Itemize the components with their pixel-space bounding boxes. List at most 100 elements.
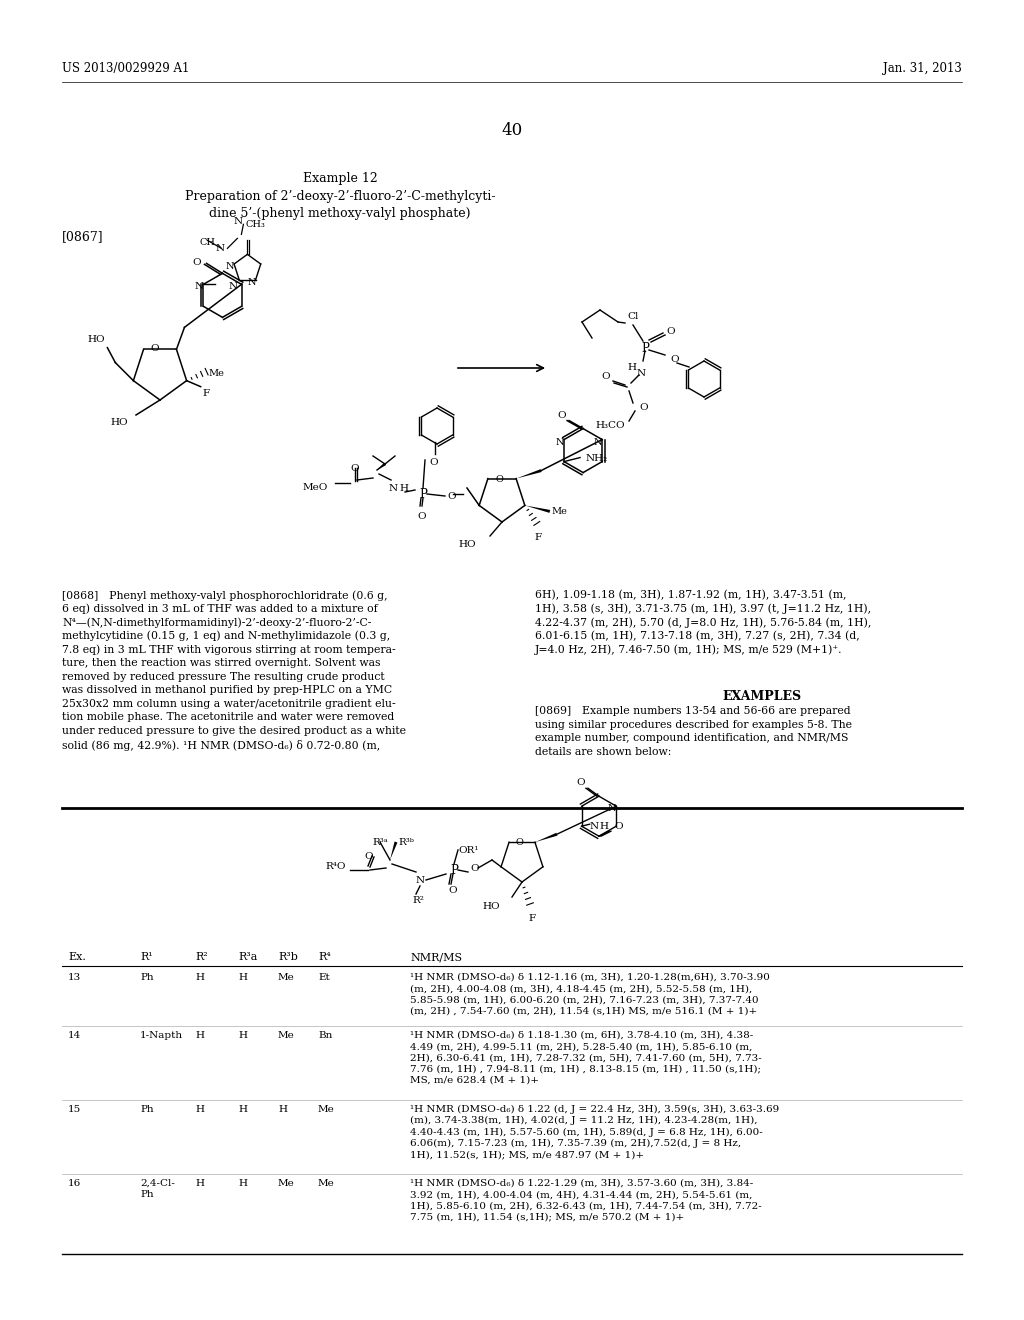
Text: Cl: Cl (627, 312, 638, 321)
Polygon shape (390, 842, 397, 861)
Text: ¹H NMR (DMSO-d₆) δ 1.22 (d, J = 22.4 Hz, 3H), 3.59(s, 3H), 3.63-3.69
(m), 3.74-3: ¹H NMR (DMSO-d₆) δ 1.22 (d, J = 22.4 Hz,… (410, 1105, 779, 1159)
Polygon shape (516, 469, 542, 479)
Text: O: O (447, 492, 456, 502)
Polygon shape (535, 833, 557, 842)
Text: removed by reduced pressure The resulting crude product: removed by reduced pressure The resultin… (62, 672, 385, 681)
Text: H₃CO: H₃CO (595, 421, 625, 430)
Text: N: N (233, 218, 243, 226)
Text: N: N (590, 822, 599, 832)
Text: O: O (470, 865, 478, 873)
Text: O: O (449, 886, 457, 895)
Text: 15: 15 (68, 1105, 81, 1114)
Text: R³ᵃ: R³ᵃ (372, 838, 388, 847)
Text: R³a: R³a (238, 952, 257, 962)
Text: O: O (417, 512, 426, 521)
Text: J=4.0 Hz, 2H), 7.46-7.50 (m, 1H); MS, m/e 529 (M+1)⁺.: J=4.0 Hz, 2H), 7.46-7.50 (m, 1H); MS, m/… (535, 644, 843, 655)
Text: N: N (215, 244, 224, 253)
Text: OR¹: OR¹ (458, 846, 478, 855)
Text: 14: 14 (68, 1031, 81, 1040)
Text: P: P (419, 488, 427, 502)
Text: N: N (608, 804, 616, 813)
Text: Me: Me (278, 1179, 295, 1188)
Text: 13: 13 (68, 973, 81, 982)
Text: 7.8 eq) in 3 mL THF with vigorous stirring at room tempera-: 7.8 eq) in 3 mL THF with vigorous stirri… (62, 644, 395, 655)
Text: ¹H NMR (DMSO-d₆) δ 1.18-1.30 (m, 6H), 3.78-4.10 (m, 3H), 4.38-
4.49 (m, 2H), 4.9: ¹H NMR (DMSO-d₆) δ 1.18-1.30 (m, 6H), 3.… (410, 1031, 762, 1085)
Text: HO: HO (482, 902, 500, 911)
Text: [0869] Example numbers 13-54 and 56-66 are prepared: [0869] Example numbers 13-54 and 56-66 a… (535, 706, 851, 715)
Text: R⁴O: R⁴O (325, 862, 345, 871)
Text: 2,4-Cl-
Ph: 2,4-Cl- Ph (140, 1179, 175, 1199)
Text: O: O (614, 822, 623, 832)
Text: EXAMPLES: EXAMPLES (723, 690, 802, 704)
Text: F: F (528, 913, 536, 923)
Text: R²: R² (412, 896, 424, 906)
Text: O: O (429, 458, 437, 467)
Text: ¹H NMR (DMSO-d₆) δ 1.12-1.16 (m, 3H), 1.20-1.28(m,6H), 3.70-3.90
(m, 2H), 4.00-4: ¹H NMR (DMSO-d₆) δ 1.12-1.16 (m, 3H), 1.… (410, 973, 770, 1015)
Text: O: O (666, 327, 675, 337)
Text: H: H (195, 1179, 204, 1188)
Text: F: F (203, 388, 210, 397)
Text: H: H (195, 1105, 204, 1114)
Text: CH₃: CH₃ (246, 220, 265, 230)
Text: Me: Me (278, 973, 295, 982)
Text: N: N (229, 282, 238, 292)
Text: NH₂: NH₂ (585, 454, 607, 462)
Text: 25x30x2 mm column using a water/acetonitrile gradient elu-: 25x30x2 mm column using a water/acetonit… (62, 698, 395, 709)
Text: N: N (389, 484, 398, 492)
Text: Ph: Ph (140, 1105, 154, 1114)
Polygon shape (377, 463, 386, 470)
Text: [0868] Phenyl methoxy-valyl phosphorochloridrate (0.6 g,: [0868] Phenyl methoxy-valyl phosphorochl… (62, 590, 388, 601)
Text: [0867]: [0867] (62, 230, 103, 243)
Text: 6.01-6.15 (m, 1H), 7.13-7.18 (m, 3H), 7.27 (s, 2H), 7.34 (d,: 6.01-6.15 (m, 1H), 7.13-7.18 (m, 3H), 7.… (535, 631, 860, 642)
Text: ture, then the reaction was stirred overnight. Solvent was: ture, then the reaction was stirred over… (62, 657, 381, 668)
Text: H: H (195, 1031, 204, 1040)
Text: O: O (350, 465, 358, 473)
Text: 6 eq) dissolved in 3 mL of THF was added to a mixture of: 6 eq) dissolved in 3 mL of THF was added… (62, 603, 378, 614)
Text: N⁴—(N,N-dimethylformamidinyl)-2’-deoxy-2’-fluoro-2’-C-: N⁴—(N,N-dimethylformamidinyl)-2’-deoxy-2… (62, 618, 372, 628)
Text: Et: Et (318, 973, 330, 982)
Text: H: H (238, 973, 247, 982)
Text: using similar procedures described for examples 5-8. The: using similar procedures described for e… (535, 719, 852, 730)
Text: R¹: R¹ (140, 952, 153, 962)
Text: NMR/MS: NMR/MS (410, 952, 462, 962)
Text: N: N (248, 277, 256, 286)
Text: N: N (556, 438, 564, 446)
Text: 40: 40 (502, 121, 522, 139)
Text: HO: HO (87, 335, 105, 343)
Text: dine 5’-(phenyl methoxy-valyl phosphate): dine 5’-(phenyl methoxy-valyl phosphate) (209, 207, 471, 220)
Text: CH: CH (200, 239, 215, 247)
Text: N: N (226, 263, 234, 271)
Text: Ex.: Ex. (68, 952, 86, 962)
Text: O: O (516, 838, 524, 847)
Text: HO: HO (110, 418, 128, 426)
Text: P: P (450, 865, 458, 876)
Text: under reduced pressure to give the desired product as a white: under reduced pressure to give the desir… (62, 726, 406, 737)
Text: O: O (601, 372, 609, 381)
Text: O: O (557, 411, 565, 420)
Text: Me: Me (209, 368, 224, 378)
Text: H: H (238, 1105, 247, 1114)
Text: F: F (535, 533, 542, 543)
Text: 16: 16 (68, 1179, 81, 1188)
Text: O: O (496, 475, 504, 483)
Text: N: N (416, 876, 425, 884)
Text: 1-Napth: 1-Napth (140, 1031, 183, 1040)
Text: solid (86 mg, 42.9%). ¹H NMR (DMSO-d₆) δ 0.72-0.80 (m,: solid (86 mg, 42.9%). ¹H NMR (DMSO-d₆) δ… (62, 739, 380, 751)
Text: details are shown below:: details are shown below: (535, 747, 672, 756)
Text: 4.22-4.37 (m, 2H), 5.70 (d, J=8.0 Hz, 1H), 5.76-5.84 (m, 1H),: 4.22-4.37 (m, 2H), 5.70 (d, J=8.0 Hz, 1H… (535, 618, 871, 628)
Text: P: P (641, 342, 649, 355)
Text: H: H (278, 1105, 287, 1114)
Text: example number, compound identification, and NMR/MS: example number, compound identification,… (535, 733, 848, 743)
Text: O: O (575, 779, 585, 787)
Text: Me: Me (318, 1179, 335, 1188)
Text: R²: R² (195, 952, 208, 962)
Text: Bn: Bn (318, 1031, 333, 1040)
Text: H: H (600, 822, 608, 832)
Text: Me: Me (318, 1105, 335, 1114)
Text: H: H (399, 484, 408, 492)
Text: Preparation of 2’-deoxy-2’-fluoro-2’-C-methylcyti-: Preparation of 2’-deoxy-2’-fluoro-2’-C-m… (184, 190, 496, 203)
Text: MeO: MeO (303, 483, 329, 492)
Text: R⁴: R⁴ (318, 952, 331, 962)
Text: R³ᵇ: R³ᵇ (398, 838, 414, 847)
Text: H: H (195, 973, 204, 982)
